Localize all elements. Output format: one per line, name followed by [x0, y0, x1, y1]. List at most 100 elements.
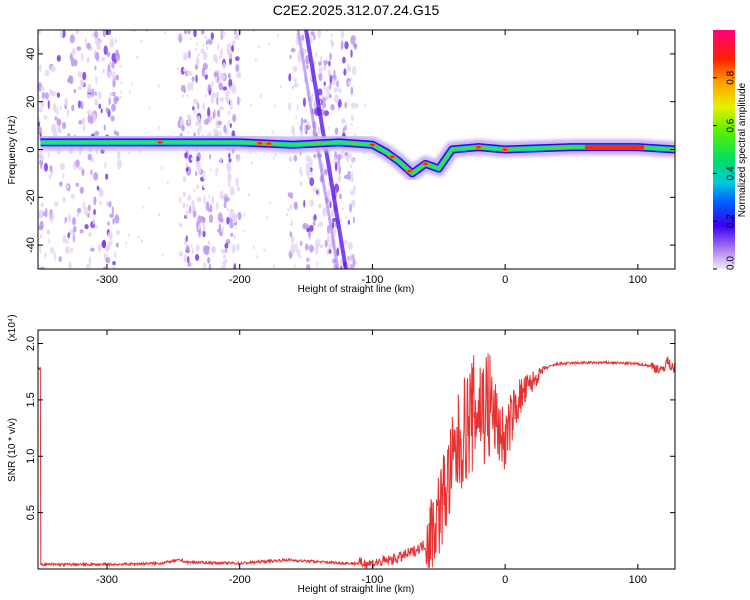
noise-blob [38, 30, 41, 35]
noise-blob [217, 120, 222, 126]
noise-blob [187, 30, 191, 35]
noise-blob [235, 64, 240, 72]
noise-blob [331, 221, 335, 229]
noise-blob [190, 244, 193, 248]
noise-blob [91, 156, 95, 163]
noise-blob [202, 62, 208, 71]
noise-blob [324, 239, 328, 248]
noise-blob [229, 208, 234, 214]
noise-blob [139, 149, 142, 154]
noise-blob [232, 215, 237, 223]
noise-blob [191, 76, 195, 82]
noise-blob [313, 153, 317, 159]
noise-blob [350, 102, 356, 109]
noise-blob [352, 258, 356, 268]
noise-blob [112, 217, 115, 225]
noise-blob [210, 32, 214, 40]
noise-blob [350, 49, 353, 58]
noise-blob [296, 103, 299, 112]
noise-blob [239, 98, 242, 102]
noise-blob [205, 40, 208, 46]
noise-blob [318, 72, 323, 82]
noise-blob [350, 175, 354, 183]
noise-blob [309, 199, 314, 207]
noise-blob [317, 187, 320, 197]
noise-blob [233, 234, 236, 240]
noise-blob [103, 124, 107, 131]
noise-blob [48, 174, 52, 180]
noise-blob [40, 99, 45, 108]
noise-blob [209, 154, 212, 160]
noise-blob [65, 184, 70, 190]
noise-blob [53, 251, 57, 261]
noise-blob [202, 102, 206, 110]
noise-blob [327, 235, 331, 243]
noise-blob [39, 245, 42, 254]
noise-blob [105, 200, 109, 207]
noise-blob [290, 47, 296, 53]
ridge-peak [157, 141, 163, 144]
noise-blob [43, 162, 49, 172]
noise-blob [188, 205, 192, 214]
colorbar-tick-label: 0.6 [726, 118, 737, 132]
noise-blob [249, 103, 252, 107]
noise-blob [39, 266, 45, 269]
noise-blob [39, 107, 43, 113]
noise-blob [305, 166, 311, 177]
noise-blob [229, 186, 235, 196]
noise-blob [308, 257, 311, 262]
noise-blob [199, 123, 202, 131]
noise-blob [202, 51, 208, 60]
snr-y-axis-label: SNR (10 * v/v) [7, 418, 18, 482]
noise-blob [187, 131, 190, 135]
noise-blob [88, 255, 92, 266]
noise-blob [114, 251, 117, 258]
noise-blob [103, 45, 108, 56]
noise-blob [59, 162, 65, 171]
noise-blob [293, 154, 298, 162]
noise-blob [209, 214, 214, 224]
noise-blob [65, 245, 70, 255]
noise-blob [218, 82, 224, 91]
noise-blob [80, 101, 84, 110]
noise-blob [352, 185, 356, 195]
noise-blob [364, 103, 367, 108]
noise-blob [64, 97, 69, 108]
noise-blob [329, 52, 332, 61]
noise-blob [51, 124, 57, 133]
noise-blob [322, 96, 326, 104]
x-tick-label: 0 [502, 574, 508, 586]
noise-blob [330, 103, 335, 111]
noise-blob [309, 177, 315, 187]
noise-blob [196, 196, 202, 203]
noise-blob [325, 85, 330, 96]
noise-blob [44, 252, 47, 258]
noise-blob [200, 216, 204, 222]
noise-blob [202, 169, 206, 180]
noise-blob [70, 57, 76, 67]
noise-blob [188, 154, 193, 163]
noise-blob [187, 50, 191, 59]
noise-blob [324, 168, 328, 176]
noise-blob [310, 31, 315, 36]
noise-blob [256, 255, 259, 259]
noise-blob [226, 216, 230, 225]
noise-blob [273, 264, 276, 268]
noise-blob [204, 94, 207, 98]
noise-blob [340, 40, 344, 50]
noise-blob [186, 114, 191, 119]
colorbar-ticks: 0.0 0.2 0.4 0.6 0.8 [713, 70, 737, 270]
noise-blob [183, 52, 188, 61]
noise-blob [317, 203, 322, 209]
noise-blob [102, 68, 105, 74]
noise-blob [291, 85, 295, 90]
noise-blob [185, 235, 188, 242]
noise-blob [206, 256, 211, 264]
noise-blob [202, 245, 208, 255]
ridge-peak [476, 146, 481, 149]
noise-blob [292, 126, 295, 134]
noise-blob [93, 208, 96, 216]
noise-blob [87, 153, 92, 161]
noise-blob [166, 180, 169, 185]
